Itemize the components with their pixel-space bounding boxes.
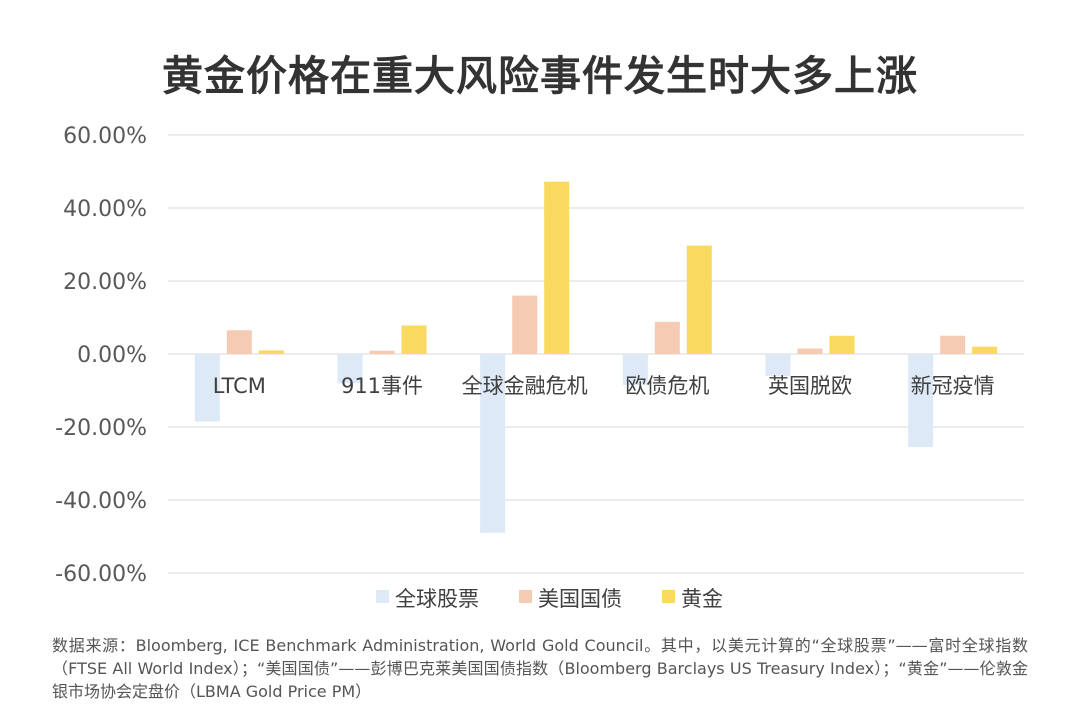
legend-label: 全球股票 [395,587,479,611]
legend-label: 黄金 [681,587,723,611]
bar [401,325,427,354]
bar [829,335,855,354]
x-category-label: LTCM [213,374,266,398]
legend-swatch [662,590,675,603]
bar [226,330,252,354]
bar [337,354,363,384]
bar [654,321,680,354]
x-category-label: 新冠疫情 [911,374,995,398]
legend-swatch [376,590,389,603]
bar [480,354,506,533]
source-note: 数据来源：Bloomberg, ICE Benchmark Administra… [52,636,1028,701]
bar [258,350,284,354]
bar [940,335,966,354]
bar [622,354,648,386]
x-category-label: 英国脱欧 [768,374,852,398]
y-tick-label: 0.00% [77,343,147,368]
bar [686,245,712,354]
x-category-label: 911事件 [341,374,423,398]
chart-title: 黄金价格在重大风险事件发生时大多上涨 [162,52,918,100]
bar [194,354,220,422]
bar [369,350,395,354]
bar [972,346,998,354]
y-tick-label: 20.00% [63,270,147,295]
x-category-label: 全球金融危机 [462,374,588,398]
bar [797,348,823,354]
y-tick-label: -20.00% [55,416,147,441]
legend-label: 美国国债 [538,587,622,611]
x-category-label: 欧债危机 [625,374,709,398]
legend-swatch [519,590,532,603]
y-tick-label: 60.00% [63,124,147,149]
bar [512,295,538,354]
bar-chart: 60.00% 40.00% 20.00% 0.00% -20.00% -40.00% -60… [55,124,1024,611]
bar [908,354,934,448]
y-tick-label: -40.00% [55,489,147,514]
bar [765,354,791,376]
bar [544,181,570,354]
y-tick-label: 40.00% [63,197,147,222]
y-tick-label: -60.00% [55,562,147,587]
